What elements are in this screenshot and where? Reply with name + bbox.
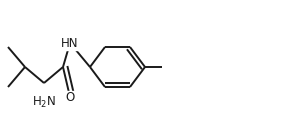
Text: H$_2$N: H$_2$N [32,94,56,109]
Bar [33,95,55,108]
Text: O: O [65,91,75,104]
Text: HN: HN [61,37,79,50]
Bar [61,37,79,50]
Bar [65,91,75,103]
